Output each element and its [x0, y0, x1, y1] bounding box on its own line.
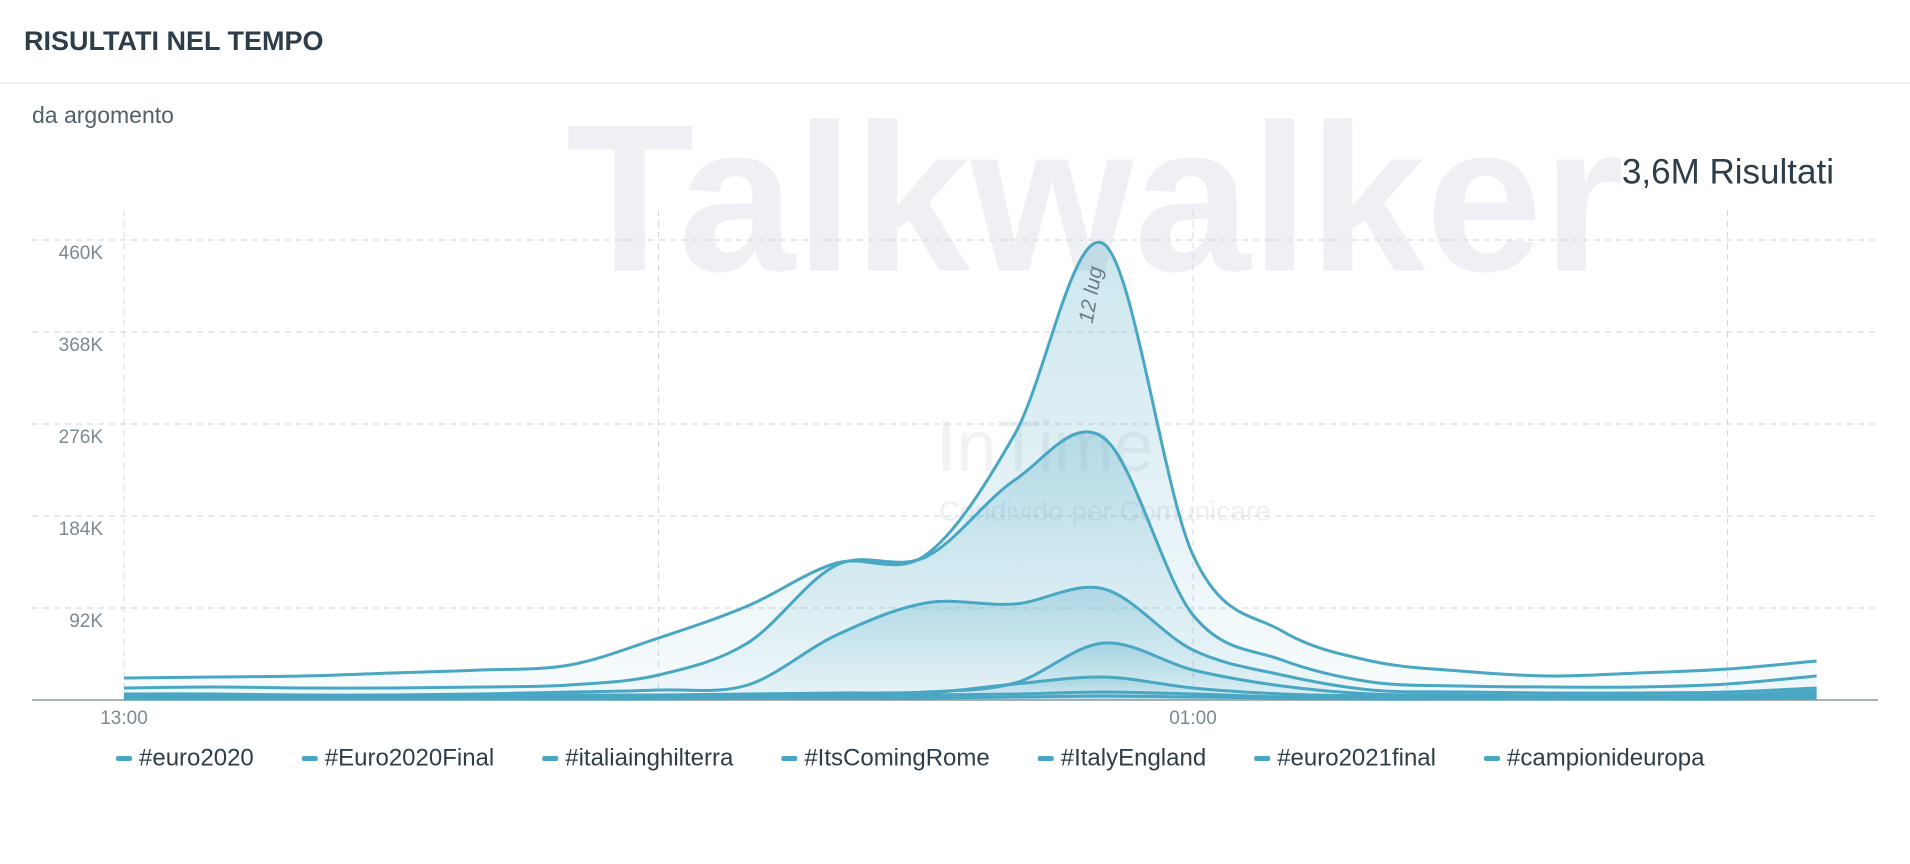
series-area [124, 431, 1817, 700]
legend-label: #italiainghilterra [565, 744, 734, 771]
legend-marker [116, 756, 132, 761]
legend-label: #ItalyEngland [1061, 744, 1206, 771]
legend-marker [1484, 756, 1500, 761]
x-tick-label: 13:00 [100, 708, 148, 729]
legend-label: #euro2020 [139, 744, 254, 771]
legend-marker [1037, 756, 1054, 761]
y-tick-label: 184K [59, 519, 104, 540]
x-tick-label: 01:00 [1169, 708, 1217, 729]
series-area [124, 587, 1817, 700]
legend-marker [542, 756, 559, 761]
legend-label: #campionideuropa [1507, 744, 1705, 771]
y-tick-label: 460K [59, 243, 104, 264]
subtitle: da argomento [32, 102, 174, 128]
legend-label: #euro2021final [1277, 744, 1436, 771]
legend-label: #ItsComingRome [804, 744, 989, 771]
legend: #euro2020 #Euro2020Final #italiainghilterr… [116, 744, 1705, 771]
total-results: 3,6M Risultati [1622, 152, 1834, 191]
series-line [123, 240, 1817, 680]
series-line [124, 694, 1817, 701]
y-tick-label: 276K [59, 427, 104, 448]
panel-title: RISULTATI NEL TEMPO [24, 26, 324, 56]
y-tick-label: 368K [59, 335, 104, 356]
legend-label: #Euro2020Final [325, 744, 494, 771]
y-tick-label: 92K [69, 611, 103, 632]
series-line [123, 430, 1817, 690]
legend-marker [781, 756, 798, 761]
legend-marker [301, 756, 318, 761]
legend-marker [1254, 756, 1271, 761]
